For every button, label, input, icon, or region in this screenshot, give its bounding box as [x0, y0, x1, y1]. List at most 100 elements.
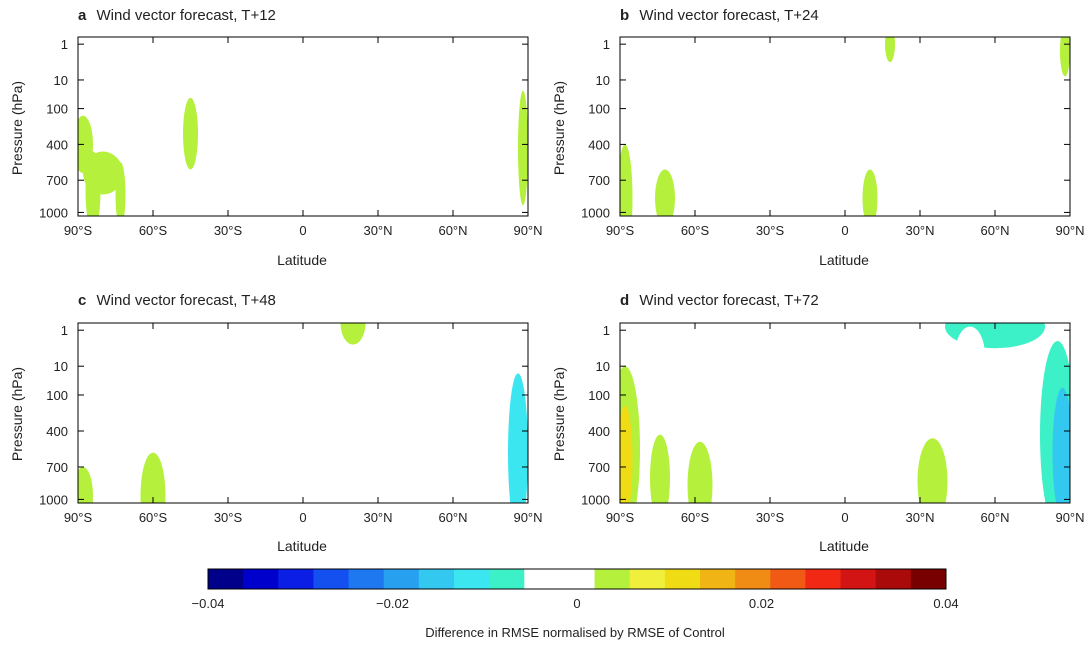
panel-d-x-axis-label: Latitude	[819, 538, 869, 554]
colorbar-segment	[700, 569, 736, 589]
panel-d-title: d Wind vector forecast, T+72	[620, 292, 819, 309]
panel-d-region-10	[1052, 387, 1070, 503]
panel-d-x-tick-label: 90°N	[1055, 510, 1084, 525]
panel-a-x-tick-label: 30°S	[214, 223, 243, 238]
panel-d: d Wind vector forecast, T+72 Pressure (h…	[551, 292, 1085, 554]
panel-b-region-4	[885, 37, 895, 63]
panel-c-title: c Wind vector forecast, T+48	[78, 292, 276, 309]
panel-d-region-11	[955, 326, 985, 385]
panel-b-y-tick-label: 700	[588, 173, 610, 188]
colorbar-segment	[559, 569, 596, 589]
panel-d-y-tick-label: 1000	[581, 492, 610, 507]
colorbar-segment	[910, 569, 947, 589]
panel-b: b Wind vector forecast, T+24 Pressure (h…	[551, 7, 1085, 268]
panel-d-y-tick-label: 1	[603, 323, 610, 338]
panel-d-field	[620, 323, 1070, 503]
panel-c-region-1	[140, 452, 166, 503]
panel-d-y-tick-label: 10	[596, 359, 610, 374]
panel-c: c Wind vector forecast, T+48 Pressure (h…	[9, 292, 543, 554]
panel-a-y-tick-label: 10	[54, 73, 68, 88]
colorbar-segment	[208, 569, 244, 589]
panel-d-region-2	[650, 434, 670, 503]
panel-b-title: b Wind vector forecast, T+24	[620, 7, 819, 24]
panel-c-region-2	[195, 431, 236, 503]
panel-c-y-tick-label: 1	[61, 323, 68, 338]
panel-b-x-tick-label: 90°N	[1055, 223, 1084, 238]
panel-b-x-tick-label: 90°S	[606, 223, 635, 238]
panel-a-region-7	[270, 144, 311, 216]
panel-a-y-tick-label: 100	[46, 102, 68, 117]
panel-d-y-axis-label: Pressure (hPa)	[551, 367, 567, 461]
panel-a-region-11	[140, 47, 166, 84]
panel-c-letter: c	[78, 292, 86, 309]
panel-d-x-tick-label: 30°S	[756, 510, 785, 525]
panel-b-y-tick-label: 10	[596, 73, 610, 88]
colorbar-segment	[348, 569, 385, 589]
colorbar-segment	[243, 569, 279, 589]
panel-c-region-5	[283, 402, 323, 503]
panel-b-y-tick-label: 100	[588, 102, 610, 117]
panel-b-x-tick-label: 60°S	[681, 223, 710, 238]
colorbar-label: Difference in RMSE normalised by RMSE of…	[425, 625, 725, 640]
colorbar-segment	[735, 569, 771, 589]
panel-c-x-tick-label: 90°S	[64, 510, 93, 525]
panel-a-x-tick-label: 90°N	[513, 223, 542, 238]
panel-c-region-10	[90, 333, 116, 370]
colorbar-tick-label: 0.02	[749, 596, 774, 611]
panel-c-x-tick-label: 60°S	[139, 510, 168, 525]
panel-d-x-tick-label: 90°S	[606, 510, 635, 525]
panel-b-region-2	[757, 122, 783, 216]
panel-c-region-9	[458, 323, 498, 363]
panel-a-region-4	[183, 97, 198, 170]
colorbar-segment	[770, 569, 806, 589]
panel-a-field	[78, 47, 528, 216]
panel-a-region-12	[240, 65, 266, 102]
panel-c-y-tick-label: 700	[46, 460, 68, 475]
panel-c-region-6	[413, 359, 443, 446]
panel-b-x-tick-label: 0	[841, 223, 848, 238]
colorbar-frame	[207, 568, 947, 590]
panel-d-x-tick-label: 0	[841, 510, 848, 525]
colorbar-segment	[278, 569, 314, 589]
panel-d-region-5	[830, 402, 860, 503]
panel-a-x-tick-label: 90°S	[64, 223, 93, 238]
panel-b-region-5	[992, 72, 1033, 216]
panel-a-region-3	[115, 162, 126, 216]
panel-a-region-2	[85, 151, 101, 216]
colorbar-segment	[454, 569, 490, 589]
colorbar: Difference in RMSE normalised by RMSE of…	[192, 568, 959, 640]
panel-b-region-7	[1060, 37, 1070, 77]
panel-c-x-tick-label: 30°S	[214, 510, 243, 525]
panel-b-y-tick-label: 1000	[581, 205, 610, 220]
colorbar-tick-label: 0.04	[933, 596, 958, 611]
colorbar-segment	[418, 569, 455, 589]
panel-a-title-text: Wind vector forecast, T+12	[97, 7, 276, 24]
panel-b-y-tick-label: 400	[588, 137, 610, 152]
panel-a-region-8	[445, 79, 486, 216]
colorbar-segment	[383, 569, 420, 589]
panel-a-region-9	[485, 108, 511, 181]
panel-b-x-tick-label: 30°S	[756, 223, 785, 238]
panel-d-x-tick-label: 60°S	[681, 510, 710, 525]
panel-b-x-axis-label: Latitude	[819, 252, 869, 268]
colorbar-segment	[840, 569, 877, 589]
panel-b-region-8	[745, 62, 770, 98]
colorbar-segment	[875, 569, 912, 589]
panel-d-x-tick-label: 60°N	[980, 510, 1009, 525]
panel-c-x-tick-label: 0	[299, 510, 306, 525]
panel-c-region-8	[508, 373, 528, 503]
panel-a-x-tick-label: 60°S	[139, 223, 168, 238]
panel-d-y-tick-label: 400	[588, 424, 610, 439]
colorbar-tick-label: −0.02	[376, 596, 409, 611]
panel-b-y-axis-label: Pressure (hPa)	[551, 81, 567, 175]
colorbar-segment	[489, 569, 525, 589]
colorbar-segment	[805, 569, 842, 589]
panel-c-field	[78, 323, 528, 503]
panel-b-x-tick-label: 30°N	[905, 223, 934, 238]
panel-a-x-axis-label: Latitude	[277, 252, 327, 268]
panel-c-y-tick-label: 400	[46, 424, 68, 439]
panel-c-x-tick-label: 30°N	[363, 510, 392, 525]
panel-c-y-tick-label: 100	[46, 388, 68, 403]
panel-d-x-tick-label: 30°N	[905, 510, 934, 525]
